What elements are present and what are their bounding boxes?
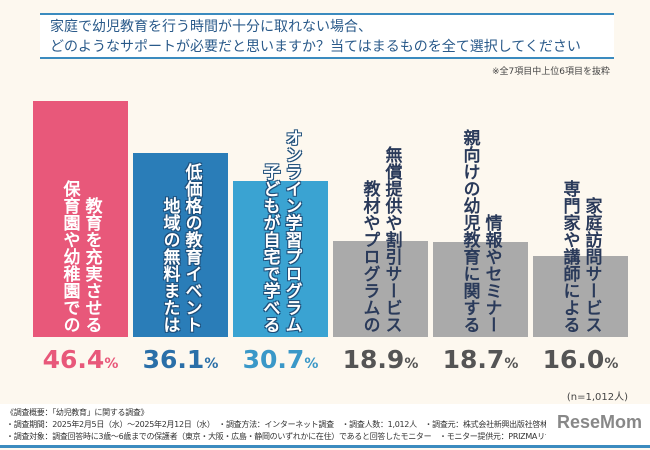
category-label-line: 無償提供や割引サービス: [381, 146, 402, 333]
value-number: 18.9: [342, 345, 405, 374]
bar: [233, 180, 328, 337]
bar: [333, 240, 428, 337]
category-label: 子どもが自宅で学べる オンライン学習プログラム: [233, 93, 328, 333]
bar-column: 親向けの幼児教育に関する 情報やセミナー: [433, 90, 528, 337]
footer-line-3: ・調査対象：調査回答時に3歳～6歳までの保護者（東京・大阪・広島・静岡のいずれか…: [6, 432, 546, 441]
bar: [433, 241, 528, 337]
sample-size: (n=1,012人): [566, 392, 628, 403]
footer-line-2: ・調査期間：2025年2月5日（水）～2025年2月12日（水） ・調査方法：イ…: [6, 420, 546, 429]
value-label: 30.7%: [233, 345, 328, 374]
value-unit: %: [204, 356, 219, 372]
bar-column: 地域の無料または 低価格の教育イベント: [133, 90, 228, 337]
bar: [533, 255, 628, 337]
category-label-line: 家庭訪問サービス: [581, 197, 602, 333]
value-label: 18.9%: [333, 345, 428, 374]
value-label: 36.1%: [133, 345, 228, 374]
value-label: 46.4%: [33, 345, 128, 374]
value-unit: %: [604, 356, 619, 372]
category-label-line: オンライン学習プログラム: [281, 129, 302, 333]
title-line-2: どのようなサポートが必要だと思いますか？当てはまるものを全て選択してください: [50, 39, 581, 55]
value-number: 46.4: [42, 345, 105, 374]
category-label: 保育園や幼稚園での 教育を充実させる: [33, 93, 128, 333]
question-title: 家庭で幼児教育を行う時間が十分に取れない場合、 どのようなサポートが必要だと思い…: [40, 13, 614, 59]
value-unit: %: [104, 356, 119, 372]
value-unit: %: [304, 356, 319, 372]
category-label-line: 子どもが自宅で学べる: [259, 163, 280, 333]
bar-column: 子どもが自宅で学べる オンライン学習プログラム: [233, 90, 328, 337]
value-unit: %: [404, 356, 419, 372]
category-label-line: 専門家や講師による: [559, 180, 580, 333]
category-label-line: 教育を充実させる: [81, 197, 102, 333]
value-number: 30.7: [242, 345, 305, 374]
category-label: 親向けの幼児教育に関する 情報やセミナー: [433, 93, 528, 333]
category-label-line: 保育園や幼稚園での: [59, 180, 80, 333]
category-label: 地域の無料または 低価格の教育イベント: [133, 93, 228, 333]
bar-column: 保育園や幼稚園での 教育を充実させる: [33, 90, 128, 337]
category-label-line: 地域の無料または: [159, 197, 180, 333]
value-label: 18.7%: [433, 345, 528, 374]
value-unit: %: [504, 356, 519, 372]
category-label-line: 親向けの幼児教育に関する: [459, 129, 480, 333]
divider: [0, 445, 650, 448]
value-number: 16.0: [542, 345, 605, 374]
category-label-line: 教材やプログラムの: [359, 180, 380, 333]
footer: 《調査概要：「幼児教育」に関する調査》 ・調査期間：2025年2月5日（水）～2…: [0, 404, 650, 448]
footer-line-1: 《調査概要：「幼児教育」に関する調査》: [6, 408, 149, 417]
value-label: 16.0%: [533, 345, 628, 374]
category-label-line: 低価格の教育イベント: [181, 163, 202, 333]
category-label: 教材やプログラムの 無償提供や割引サービス: [333, 93, 428, 333]
bar: [33, 101, 128, 337]
bar-column: 専門家や講師による 家庭訪問サービス: [533, 90, 628, 337]
category-label-line: 情報やセミナー: [481, 214, 502, 333]
value-number: 36.1: [142, 345, 205, 374]
title-line-1: 家庭で幼児教育を行う時間が十分に取れない場合、: [50, 19, 372, 35]
bar: [133, 153, 228, 337]
bar-column: 教材やプログラムの 無償提供や割引サービス: [333, 90, 428, 337]
category-label: 専門家や講師による 家庭訪問サービス: [533, 93, 628, 333]
note: ※全7項目中上位6項目を抜粋: [492, 67, 610, 77]
resemom-logo: ReseMom: [556, 412, 642, 432]
value-number: 18.7: [442, 345, 505, 374]
